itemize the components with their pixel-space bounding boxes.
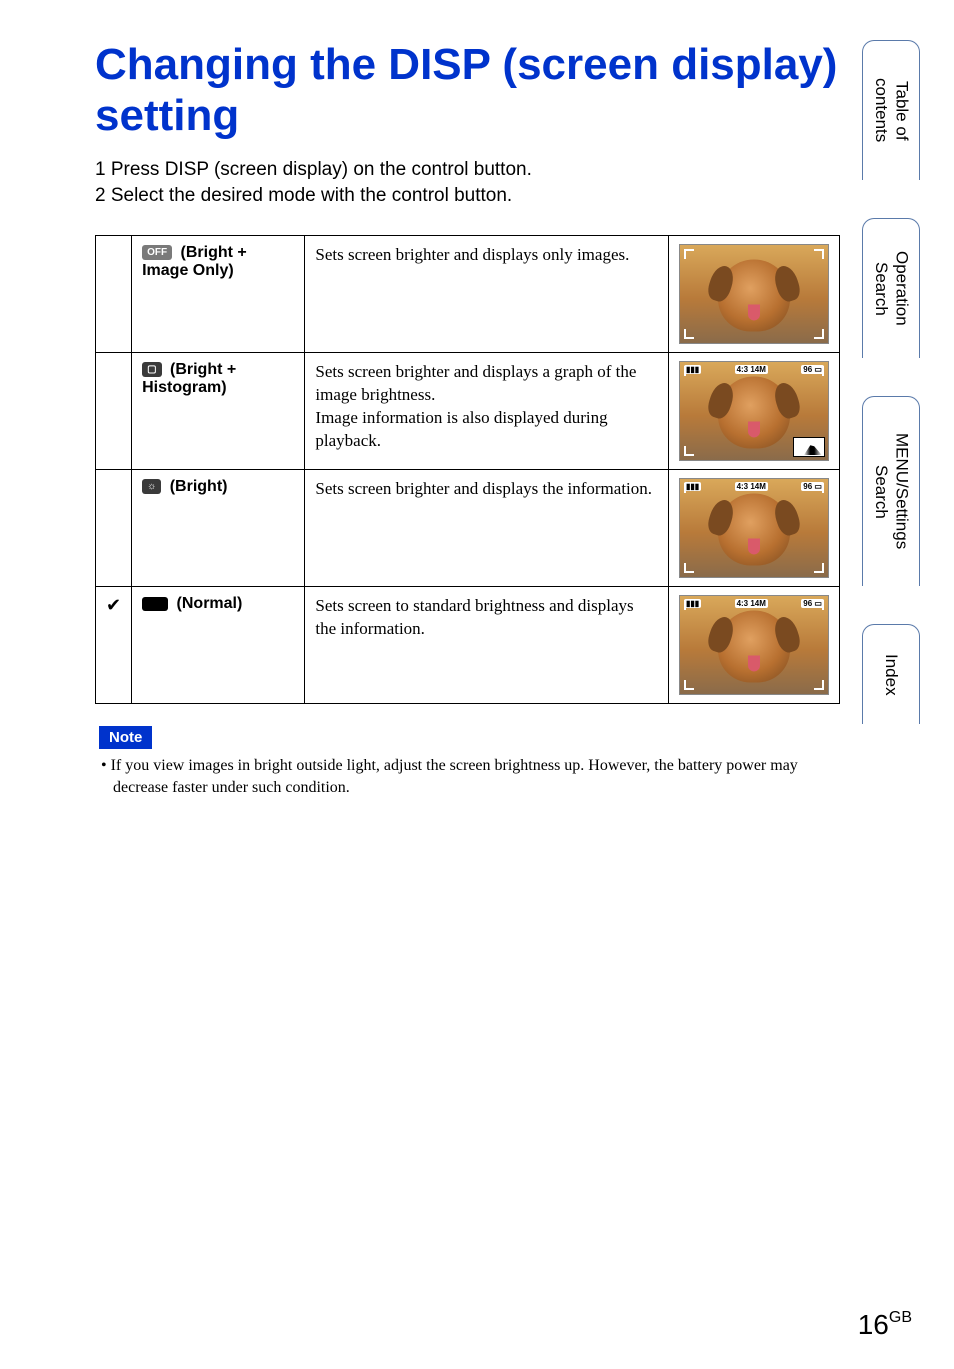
check-cell: ✔ xyxy=(96,587,132,704)
side-tab-label: Index xyxy=(881,640,901,710)
check-cell xyxy=(96,470,132,587)
note-text: • If you view images in bright outside l… xyxy=(95,755,835,798)
mode-icon xyxy=(142,597,168,611)
preview-overlay-info: ▮▮▮4:3 14M96 ▭ xyxy=(684,482,824,491)
step-1: 1 Press DISP (screen display) on the con… xyxy=(95,159,840,181)
preview-cell: ▮▮▮4:3 14M96 ▭ xyxy=(668,587,839,704)
mode-cell: ▢ (Bright + Histogram) xyxy=(132,353,305,470)
page-title: Changing the DISP (screen display) setti… xyxy=(95,40,840,141)
table-row: ▢ (Bright + Histogram)Sets screen bright… xyxy=(96,353,840,470)
preview-cell: ▮▮▮4:3 14M96 ▭ xyxy=(668,470,839,587)
preview-overlay-info: ▮▮▮4:3 14M96 ▭ xyxy=(684,365,824,374)
page-number-suffix: GB xyxy=(889,1309,912,1326)
description-cell: Sets screen brighter and displays the in… xyxy=(305,470,669,587)
side-tab[interactable]: Index xyxy=(862,624,920,724)
side-tabs: Table of contents Operation Search MENU/Se… xyxy=(862,40,920,724)
mode-cell: ☼ (Bright) xyxy=(132,470,305,587)
mode-label: (Bright) xyxy=(165,478,227,495)
mode-icon: OFF xyxy=(142,245,172,260)
preview-image: ▮▮▮4:3 14M96 ▭ xyxy=(679,595,829,695)
preview-overlay-info: ▮▮▮4:3 14M96 ▭ xyxy=(684,599,824,608)
side-tab-label: MENU/Settings Search xyxy=(871,419,912,563)
page-number-value: 16 xyxy=(858,1309,889,1340)
preview-image: ▮▮▮4:3 14M96 ▭ xyxy=(679,361,829,461)
disp-mode-table: OFF (Bright + Image Only)Sets screen bri… xyxy=(95,235,840,704)
preview-cell xyxy=(668,236,839,353)
description-cell: Sets screen to standard brightness and d… xyxy=(305,587,669,704)
check-cell xyxy=(96,353,132,470)
mode-icon: ▢ xyxy=(142,362,161,377)
side-tab[interactable]: Operation Search xyxy=(862,218,920,358)
table-row: OFF (Bright + Image Only)Sets screen bri… xyxy=(96,236,840,353)
preview-image: ▮▮▮4:3 14M96 ▭ xyxy=(679,478,829,578)
side-tab[interactable]: MENU/Settings Search xyxy=(862,396,920,586)
steps-list: 1 Press DISP (screen display) on the con… xyxy=(95,159,840,207)
histogram-icon xyxy=(793,437,825,457)
mode-icon: ☼ xyxy=(142,479,161,494)
description-cell: Sets screen brighter and displays a grap… xyxy=(305,353,669,470)
mode-cell: (Normal) xyxy=(132,587,305,704)
description-cell: Sets screen brighter and displays only i… xyxy=(305,236,669,353)
note-chip: Note xyxy=(99,726,152,749)
preview-image xyxy=(679,244,829,344)
side-tab[interactable]: Table of contents xyxy=(862,40,920,180)
preview-cell: ▮▮▮4:3 14M96 ▭ xyxy=(668,353,839,470)
side-tab-label: Table of contents xyxy=(871,64,912,156)
table-row: ☼ (Bright)Sets screen brighter and displ… xyxy=(96,470,840,587)
table-row: ✔ (Normal) Sets screen to standard bright… xyxy=(96,587,840,704)
mode-cell: OFF (Bright + Image Only) xyxy=(132,236,305,353)
side-tab-label: Operation Search xyxy=(871,237,912,340)
step-2: 2 Select the desired mode with the contr… xyxy=(95,185,840,207)
page-number: 16GB xyxy=(858,1309,912,1341)
check-cell xyxy=(96,236,132,353)
mode-label: (Normal) xyxy=(172,595,242,612)
